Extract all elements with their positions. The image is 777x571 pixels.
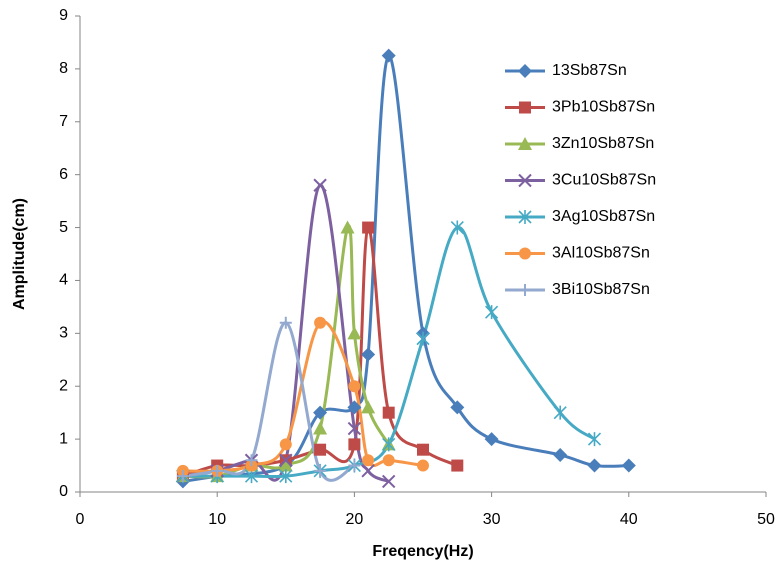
marker — [313, 178, 327, 192]
legend-label: 3Ag10Sb87Sn — [552, 208, 655, 225]
marker — [485, 305, 499, 320]
marker — [347, 326, 362, 340]
y-tick-label: 5 — [59, 219, 68, 236]
marker — [587, 458, 602, 473]
marker — [348, 459, 361, 472]
marker — [361, 347, 376, 362]
legend-label: 3Cu10Sb87Sn — [552, 172, 656, 189]
y-axis-title: Amplitude(cm) — [11, 198, 28, 310]
marker — [451, 459, 464, 472]
marker — [361, 400, 376, 414]
x-tick-label: 50 — [757, 511, 775, 528]
marker — [278, 458, 293, 472]
marker — [314, 316, 327, 329]
y-tick-label: 9 — [59, 7, 68, 24]
marker — [382, 437, 396, 452]
legend-label: 3Bi10Sb87Sn — [552, 281, 650, 298]
marker — [519, 284, 531, 296]
marker — [518, 210, 532, 224]
marker — [362, 454, 375, 467]
x-tick-label: 20 — [346, 511, 364, 528]
marker — [347, 400, 362, 415]
legend-label: 3Al10Sb87Sn — [552, 245, 650, 262]
x-tick-label: 40 — [620, 511, 638, 528]
x-tick-label: 0 — [76, 511, 85, 528]
series-line — [182, 226, 458, 478]
marker — [279, 438, 292, 451]
legend-label: 13Sb87Sn — [552, 62, 627, 79]
x-tick-label: 30 — [483, 511, 501, 528]
y-tick-label: 3 — [59, 325, 68, 342]
marker — [519, 101, 531, 114]
series-line — [182, 54, 629, 483]
marker — [314, 443, 327, 456]
marker — [381, 48, 396, 63]
marker — [348, 438, 361, 451]
y-tick-label: 0 — [59, 483, 68, 500]
marker — [417, 443, 429, 456]
x-axis-title: Freqency(Hz) — [372, 543, 473, 560]
legend-label: 3Pb10Sb87Sn — [552, 99, 655, 116]
marker — [361, 464, 375, 478]
marker — [553, 405, 567, 420]
marker — [314, 464, 327, 477]
marker — [313, 421, 328, 435]
marker — [587, 432, 602, 447]
marker — [416, 331, 430, 346]
marker — [553, 447, 568, 462]
marker — [518, 173, 532, 188]
y-tick-label: 1 — [59, 430, 68, 447]
legend-label: 3Zn10Sb87Sn — [552, 135, 654, 152]
marker — [519, 247, 531, 260]
marker — [279, 469, 293, 484]
marker — [382, 406, 395, 419]
marker — [279, 453, 293, 467]
marker — [417, 459, 429, 472]
marker — [484, 432, 499, 447]
y-tick-label: 2 — [59, 377, 68, 394]
y-tick-label: 6 — [59, 166, 68, 183]
marker — [621, 458, 636, 473]
marker — [313, 405, 328, 420]
marker — [348, 380, 361, 393]
marker — [381, 474, 396, 489]
series-line — [182, 321, 356, 482]
marker — [340, 220, 355, 234]
marker — [518, 64, 532, 78]
y-tick-label: 8 — [59, 60, 68, 77]
y-tick-label: 7 — [59, 113, 68, 130]
marker — [450, 220, 464, 235]
marker — [211, 464, 224, 477]
marker — [347, 421, 362, 436]
marker — [382, 454, 395, 467]
marker — [450, 400, 465, 415]
marker — [279, 316, 292, 329]
y-tick-label: 4 — [59, 272, 68, 289]
x-tick-label: 10 — [208, 511, 226, 528]
marker — [362, 221, 375, 234]
marker — [518, 137, 532, 150]
marker — [176, 470, 189, 483]
marker — [245, 454, 258, 467]
